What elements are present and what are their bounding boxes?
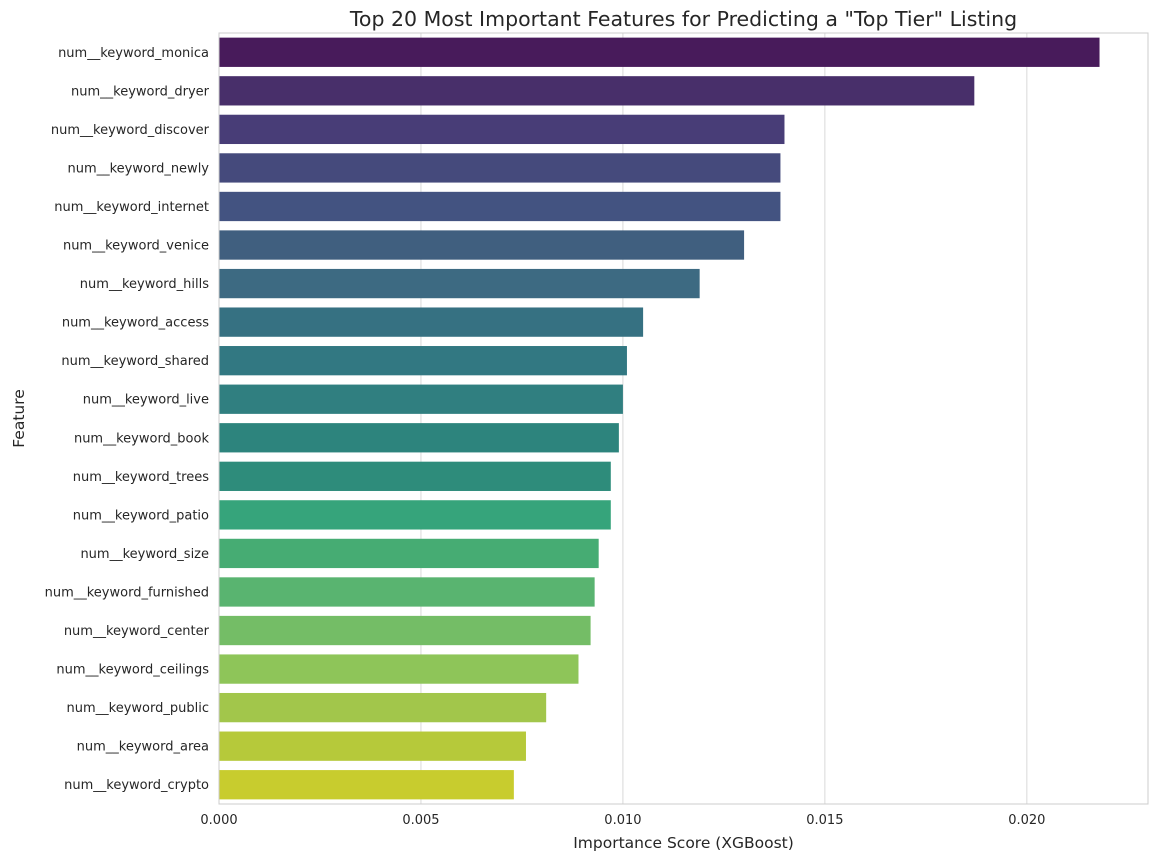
bar-num__keyword_trees xyxy=(219,461,611,491)
bar-num__keyword_access xyxy=(219,307,644,337)
y-tick-label: num__keyword_patio xyxy=(73,508,209,523)
x-axis-label: Importance Score (XGBoost) xyxy=(573,834,794,852)
x-tick-label: 0.015 xyxy=(806,813,843,828)
bar-num__keyword_live xyxy=(219,384,623,414)
x-tick-label: 0.005 xyxy=(402,813,439,828)
y-tick-label: num__keyword_venice xyxy=(63,239,209,254)
y-tick-label: num__keyword_dryer xyxy=(71,84,210,99)
y-tick-label: num__keyword_ceilings xyxy=(56,663,209,678)
bar-num__keyword_book xyxy=(219,423,619,453)
y-tick-label: num__keyword_shared xyxy=(61,354,209,369)
bar-num__keyword_patio xyxy=(219,500,611,530)
plot-frame xyxy=(218,32,1149,805)
bar-num__keyword_size xyxy=(219,538,599,569)
y-tick-label: num__keyword_access xyxy=(62,316,209,331)
x-tick-labels: 0.000 0.005 0.010 0.015 0.020 xyxy=(200,813,1045,828)
y-tick-label: num__keyword_center xyxy=(64,624,210,639)
y-tick-label: num__keyword_newly xyxy=(67,161,209,176)
y-tick-label: num__keyword_discover xyxy=(51,123,210,138)
y-tick-label: num__keyword_book xyxy=(74,431,210,446)
chart-title: Top 20 Most Important Features for Predi… xyxy=(349,7,1017,31)
bar-num__keyword_monica xyxy=(219,37,1100,67)
y-tick-label: num__keyword_area xyxy=(77,740,209,755)
bar-num__keyword_newly xyxy=(219,153,781,183)
y-tick-labels: num__keyword_monica num__keyword_dryernum… xyxy=(45,46,210,793)
bar-num__keyword_discover xyxy=(219,114,785,145)
y-tick-label: num__keyword_live xyxy=(83,393,209,408)
bar-num__keyword_internet xyxy=(219,191,781,222)
bar-num__keyword_venice xyxy=(219,230,745,260)
bar-num__keyword_furnished xyxy=(219,577,595,607)
bars-group xyxy=(219,37,1100,800)
bar-num__keyword_dryer xyxy=(219,76,975,106)
bar-num__keyword_center xyxy=(219,615,591,646)
y-tick-label: num__keyword_trees xyxy=(73,470,210,485)
y-tick-label: num__keyword_internet xyxy=(54,200,209,215)
bar-num__keyword_public xyxy=(219,692,547,723)
bar-num__keyword_ceilings xyxy=(219,654,579,684)
y-tick-label: num__keyword_size xyxy=(80,547,209,562)
y-tick-label: num__keyword_crypto xyxy=(64,778,209,793)
y-tick-label: num__keyword_hills xyxy=(80,277,209,292)
y-axis-label: Feature xyxy=(10,389,28,448)
x-tick-label: 0.020 xyxy=(1008,813,1045,828)
y-tick-label: num__keyword_monica xyxy=(58,46,209,61)
y-tick-label: num__keyword_furnished xyxy=(45,585,209,600)
bar-num__keyword_hills xyxy=(219,268,700,299)
bar-num__keyword_shared xyxy=(219,346,627,376)
x-tick-label: 0.000 xyxy=(200,813,237,828)
x-tick-label: 0.010 xyxy=(604,813,641,828)
bar-num__keyword_area xyxy=(219,731,526,761)
y-tick-label: num__keyword_public xyxy=(67,701,209,716)
bar-num__keyword_crypto xyxy=(219,770,514,800)
